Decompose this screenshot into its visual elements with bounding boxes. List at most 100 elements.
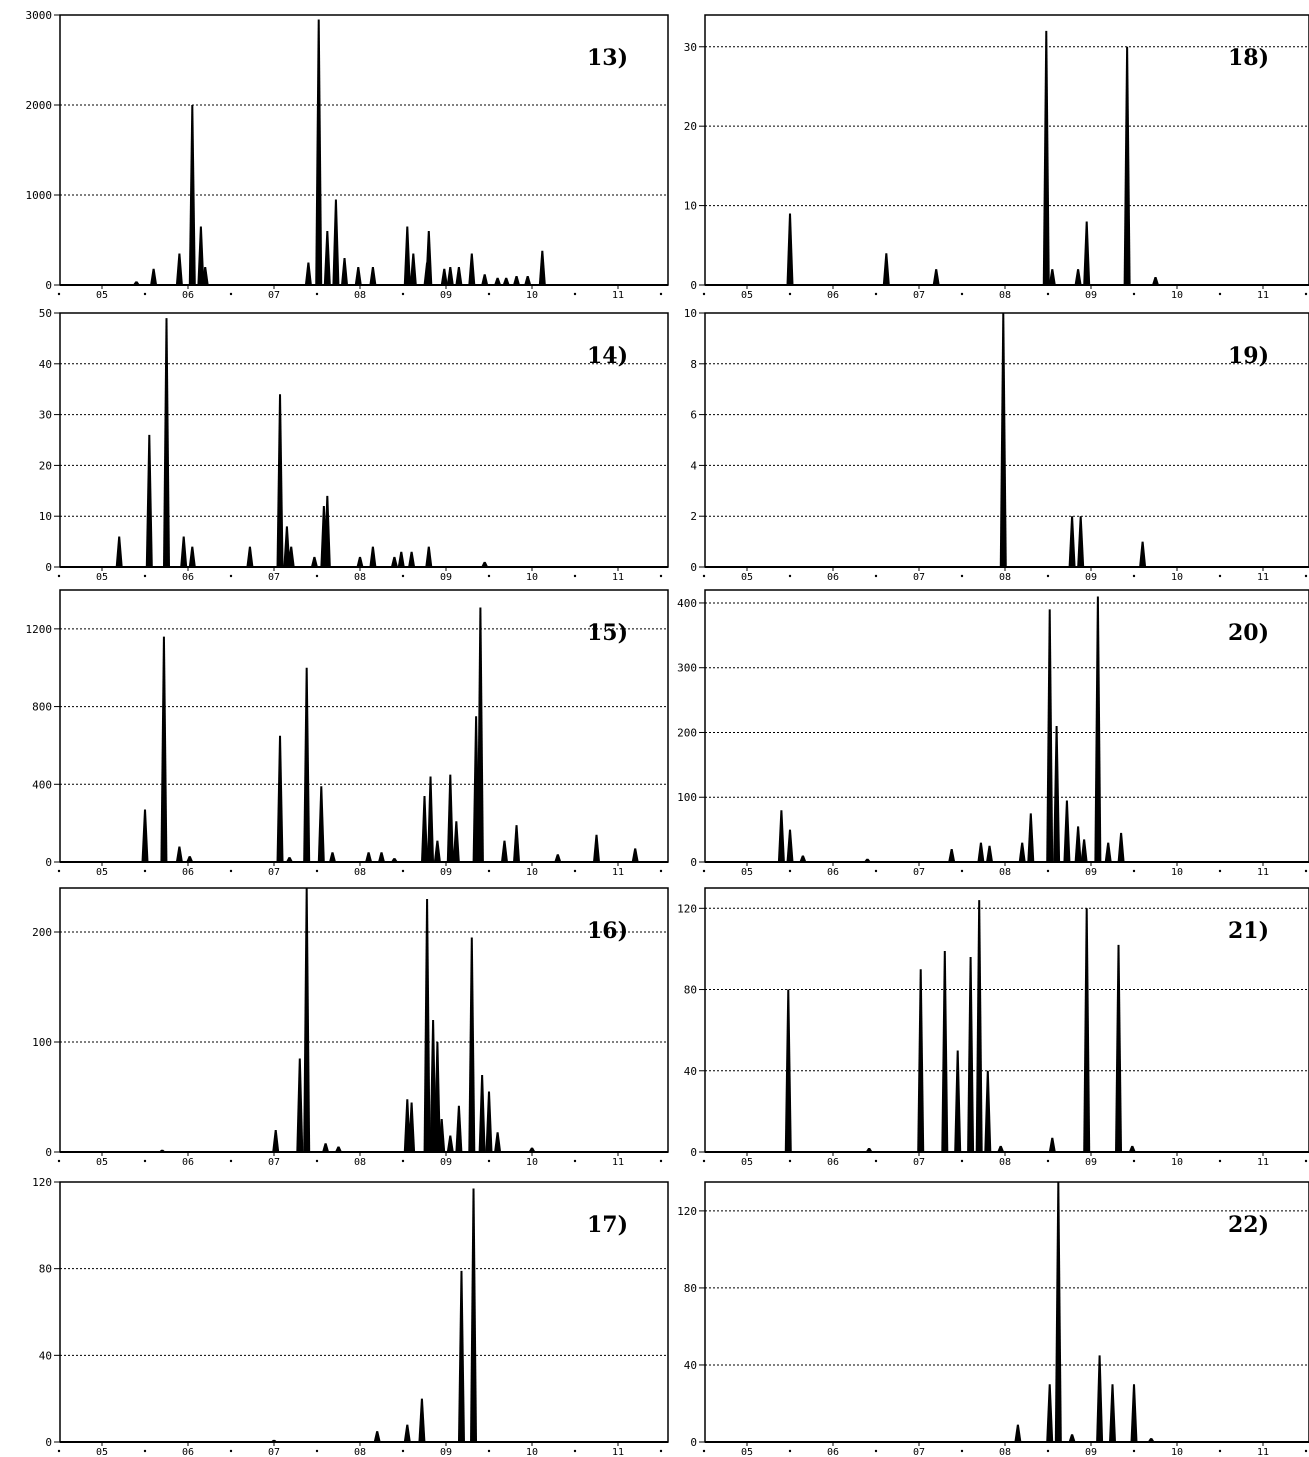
x-tick-label: 11 — [612, 867, 624, 878]
data-peak — [354, 267, 362, 285]
x-minor-tick — [1046, 1449, 1050, 1453]
x-tick-label: 11 — [1257, 1157, 1269, 1168]
x-tick-label: 07 — [268, 1447, 280, 1457]
plot-frame — [704, 14, 1309, 286]
y-tick-label: 0 — [690, 561, 697, 574]
x-tick-label: 07 — [913, 1447, 925, 1457]
x-minor-tick — [1046, 869, 1050, 873]
data-peak — [468, 253, 476, 285]
x-minor-tick — [315, 574, 319, 578]
data-peak — [322, 1143, 330, 1152]
x-minor-tick — [573, 574, 577, 578]
x-minor-tick — [702, 574, 706, 578]
data-peak — [1117, 832, 1125, 862]
x-minor-tick — [143, 292, 147, 296]
data-peak — [1054, 1182, 1062, 1442]
chart-panel: 0 400 800 1200 05 06 07 08 09 10 11 15) — [26, 589, 669, 878]
y-tick-label: 120 — [677, 1205, 697, 1218]
x-minor-tick — [1304, 869, 1308, 873]
x-minor-tick — [960, 292, 964, 296]
data-peak — [455, 267, 463, 285]
y-tick-label: 0 — [45, 279, 52, 292]
x-tick-label: 07 — [913, 290, 925, 301]
x-tick-label: 06 — [827, 572, 839, 583]
panel-label: 22) — [1228, 1212, 1269, 1238]
y-tick-label: 0 — [690, 279, 697, 292]
x-tick-label: 06 — [827, 867, 839, 878]
x-minor-tick — [57, 869, 61, 873]
x-minor-tick — [487, 1159, 491, 1163]
x-minor-tick — [960, 869, 964, 873]
data-peak — [160, 636, 168, 862]
panel-label: 14) — [587, 343, 628, 369]
data-peak — [494, 1132, 502, 1152]
x-minor-tick — [1046, 574, 1050, 578]
chart-panel: 0 40 80 120 05 06 07 08 09 10 11 22) — [677, 1181, 1309, 1457]
data-peak — [538, 250, 546, 285]
x-tick-label: 10 — [526, 1447, 538, 1457]
x-minor-tick — [1046, 292, 1050, 296]
y-tick-label: 3000 — [26, 9, 53, 22]
x-minor-tick — [229, 1449, 233, 1453]
data-peak — [631, 848, 639, 862]
y-tick-label: 1200 — [26, 623, 53, 636]
x-tick-label: 11 — [1257, 290, 1269, 301]
x-minor-tick — [1132, 292, 1136, 296]
data-peak — [425, 231, 433, 285]
x-tick-label: 05 — [741, 290, 753, 301]
x-tick-label: 09 — [1085, 1157, 1097, 1168]
data-peak — [188, 546, 196, 567]
data-peak — [513, 276, 521, 285]
plot-frame — [59, 887, 669, 1153]
data-peak — [356, 556, 364, 567]
x-tick-label: 08 — [999, 572, 1011, 583]
data-peak — [397, 551, 405, 567]
data-peak — [427, 776, 435, 862]
x-minor-tick — [57, 1449, 61, 1453]
series-area — [132, 19, 546, 285]
data-peak — [476, 607, 484, 862]
x-tick-label: 10 — [1171, 572, 1183, 583]
data-peak — [997, 1145, 1005, 1152]
data-peak — [967, 957, 975, 1152]
data-peak — [786, 829, 794, 862]
x-tick-label: 09 — [440, 867, 452, 878]
x-minor-tick — [573, 869, 577, 873]
x-minor-tick — [315, 869, 319, 873]
y-tick-label: 2000 — [26, 99, 53, 112]
x-minor-tick — [788, 1159, 792, 1163]
x-tick-label: 06 — [182, 572, 194, 583]
x-tick-label: 07 — [268, 867, 280, 878]
y-tick-label: 30 — [39, 409, 52, 422]
x-tick-label: 07 — [268, 290, 280, 301]
data-peak — [446, 774, 454, 862]
x-minor-tick — [1046, 1159, 1050, 1163]
x-tick-label: 05 — [96, 572, 108, 583]
x-tick-label: 07 — [913, 867, 925, 878]
data-peak — [378, 852, 385, 862]
x-minor-tick — [1218, 1159, 1222, 1163]
data-peak — [485, 1091, 493, 1152]
data-peak — [141, 809, 149, 862]
x-minor-tick — [702, 869, 706, 873]
x-tick-label: 08 — [999, 290, 1011, 301]
x-tick-label: 10 — [1171, 1157, 1183, 1168]
data-peak — [1063, 800, 1071, 862]
x-tick-label: 09 — [440, 290, 452, 301]
y-tick-label: 40 — [684, 1359, 697, 1372]
data-peak — [438, 1119, 446, 1152]
x-minor-tick — [487, 1449, 491, 1453]
x-minor-tick — [1132, 1449, 1136, 1453]
x-tick-label: 07 — [268, 1157, 280, 1168]
data-peak — [452, 821, 460, 862]
data-peak — [1080, 839, 1088, 862]
data-peak — [777, 810, 785, 862]
plot-frame — [59, 14, 669, 286]
data-peak — [948, 849, 956, 862]
x-minor-tick — [1218, 869, 1222, 873]
y-tick-label: 80 — [684, 1282, 697, 1295]
data-peak — [494, 277, 502, 285]
x-tick-label: 08 — [354, 1447, 366, 1457]
data-peak — [440, 268, 448, 285]
